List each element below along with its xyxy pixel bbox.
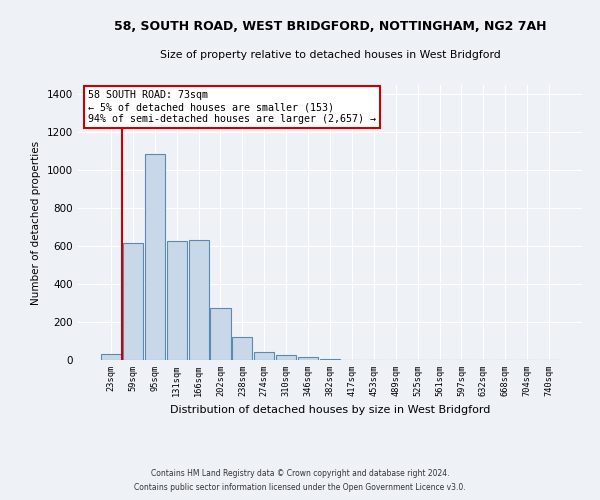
Bar xyxy=(211,308,230,360)
X-axis label: Distribution of detached houses by size in West Bridgford: Distribution of detached houses by size … xyxy=(170,404,490,414)
Bar xyxy=(276,356,296,360)
Bar xyxy=(167,240,187,360)
Text: Size of property relative to detached houses in West Bridgford: Size of property relative to detached ho… xyxy=(160,50,500,60)
Bar xyxy=(298,357,318,360)
Text: 58 SOUTH ROAD: 73sqm
← 5% of detached houses are smaller (153)
94% of semi-detac: 58 SOUTH ROAD: 73sqm ← 5% of detached ho… xyxy=(88,90,376,124)
Text: Contains HM Land Registry data © Crown copyright and database right 2024.: Contains HM Land Registry data © Crown c… xyxy=(151,468,449,477)
Bar xyxy=(145,154,165,360)
Bar xyxy=(320,359,340,360)
Text: 58, SOUTH ROAD, WEST BRIDGFORD, NOTTINGHAM, NG2 7AH: 58, SOUTH ROAD, WEST BRIDGFORD, NOTTINGH… xyxy=(114,20,546,33)
Y-axis label: Number of detached properties: Number of detached properties xyxy=(31,140,41,304)
Bar xyxy=(188,240,209,360)
Bar xyxy=(101,354,121,360)
Bar xyxy=(232,337,253,360)
Text: Contains public sector information licensed under the Open Government Licence v3: Contains public sector information licen… xyxy=(134,484,466,492)
Bar xyxy=(123,244,143,360)
Bar xyxy=(254,352,274,360)
